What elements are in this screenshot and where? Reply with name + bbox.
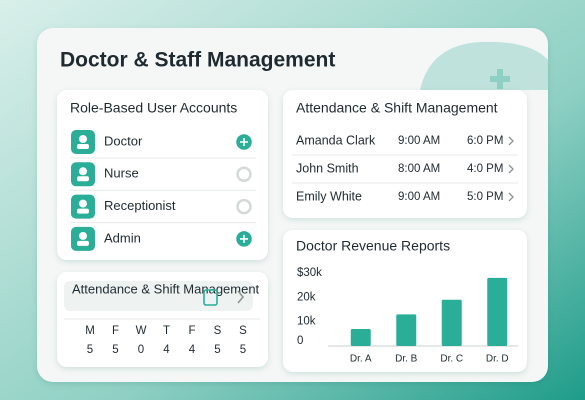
y-tick-label: 0 [297, 335, 303, 347]
y-tick-label: 10k [297, 316, 316, 328]
x-tick-label: Dr. A [350, 354, 372, 365]
role-icon-glyph [77, 176, 89, 182]
day-label: W [136, 325, 147, 337]
day-label: S [214, 325, 222, 337]
toggle-glyph [240, 234, 248, 243]
x-tick-label: Dr. B [395, 354, 418, 365]
toggle-glyph [240, 138, 248, 146]
y-tick-label: $30k [297, 267, 322, 279]
role-icon-glyph [77, 240, 89, 246]
x-tick-label: Dr. D [486, 354, 509, 365]
role-label: Receptionist [104, 198, 176, 213]
role-toggle[interactable] [236, 198, 252, 215]
bar [396, 314, 417, 346]
x-tick-label: Dr. C [440, 354, 463, 365]
day-count: 5 [214, 344, 220, 356]
day-label: T [163, 325, 170, 337]
role-toggle[interactable] [236, 166, 252, 183]
attendance-cell: 9:00 AM [398, 191, 440, 203]
day-label: F [112, 325, 119, 337]
day-count: 4 [163, 344, 170, 356]
attendance-card [283, 90, 527, 218]
bar [441, 299, 462, 346]
attendance-cell: John Smith [296, 161, 359, 175]
attendance-cell: 6:0 PM [467, 135, 503, 147]
role-label: Nurse [104, 166, 139, 181]
day-count: 0 [138, 344, 144, 356]
row-chevron [508, 136, 514, 146]
role-icon-glyph [77, 144, 89, 149]
day-count: 5 [87, 344, 93, 356]
day-count: 4 [189, 344, 196, 356]
role-icon-glyph [79, 231, 87, 240]
day-count: 5 [112, 344, 118, 356]
bar [487, 277, 508, 346]
roles-card [57, 90, 268, 260]
role-label: Admin [104, 230, 141, 245]
row-chevron [508, 192, 514, 202]
chart-title: Doctor Revenue Reports [296, 238, 450, 254]
row-chevron [508, 164, 514, 174]
y-tick-label: 20k [297, 291, 316, 303]
attendance-cell: Amanda Clark [296, 133, 376, 147]
attendance-cell: 4:0 PM [467, 163, 503, 175]
attendance-cell: 5:0 PM [467, 191, 503, 203]
decor-plus [490, 69, 510, 89]
page-title: Doctor & Staff Management [60, 49, 335, 72]
role-icon-glyph [79, 199, 87, 208]
day-label: M [85, 325, 95, 337]
bar [350, 328, 371, 346]
decor-blob [420, 41, 548, 90]
role-icon-glyph [77, 208, 89, 214]
role-icon-glyph [79, 135, 87, 143]
clipboard-icon [203, 289, 218, 306]
day-label: S [239, 325, 247, 337]
roles-title: Role-Based User Accounts [70, 100, 237, 116]
shift-header[interactable] [64, 281, 253, 311]
chart-card [283, 230, 527, 372]
day-count: 5 [240, 344, 246, 356]
attendance-cell: 9:00 AM [398, 135, 440, 147]
shift-title: Attendance & Shift Management [72, 281, 260, 296]
attendance-title: Attendance & Shift Management [296, 100, 498, 116]
role-icon-glyph [79, 167, 87, 176]
attendance-cell: 8:00 AM [398, 163, 440, 175]
attendance-cell: Emily White [296, 189, 362, 203]
chevron [237, 290, 245, 304]
role-label: Doctor [104, 133, 143, 148]
day-label: F [188, 325, 195, 337]
